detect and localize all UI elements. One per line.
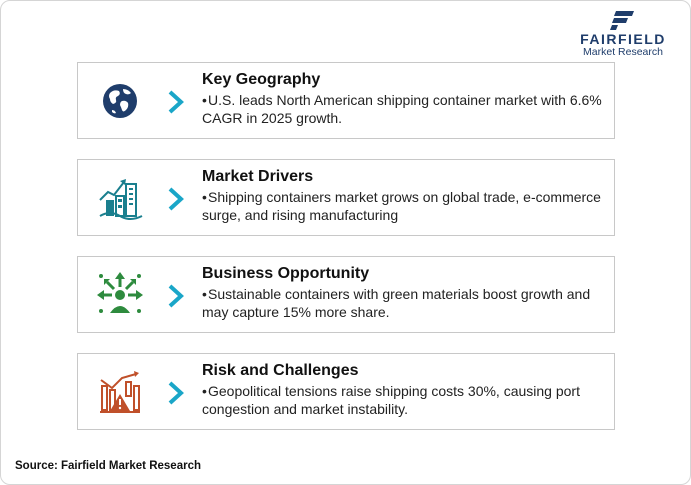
- card-text-content: Shipping containers market grows on glob…: [202, 189, 601, 223]
- chevron-right-icon: [168, 284, 184, 308]
- card-title: Business Opportunity: [202, 265, 370, 282]
- risk-warning-icon: [92, 364, 148, 420]
- bullet: •: [202, 286, 207, 302]
- card-text: •Shipping containers market grows on glo…: [202, 188, 610, 224]
- card-text: •Sustainable containers with green mater…: [202, 285, 610, 321]
- bullet: •: [202, 92, 207, 108]
- bullet: •: [202, 189, 207, 205]
- card-business-opportunity: Business Opportunity •Sustainable contai…: [77, 256, 615, 333]
- chevron-right-icon: [168, 187, 184, 211]
- fairfield-logo-mark-icon: [610, 11, 634, 30]
- logo-name: FAIRFIELD: [580, 31, 666, 47]
- growth-buildings-icon: [92, 170, 148, 226]
- bullet: •: [202, 383, 207, 399]
- card-text-content: Sustainable containers with green materi…: [202, 286, 591, 320]
- card-title: Risk and Challenges: [202, 362, 359, 379]
- source-note: Source: Fairfield Market Research: [15, 460, 201, 472]
- card-key-geography: Key Geography •U.S. leads North American…: [77, 62, 615, 139]
- card-text-content: U.S. leads North American shipping conta…: [202, 92, 602, 126]
- chevron-right-icon: [168, 381, 184, 405]
- logo-subtitle: Market Research: [583, 46, 663, 58]
- opportunity-arrows-icon: [92, 267, 148, 323]
- card-title: Market Drivers: [202, 168, 314, 185]
- chevron-right-icon: [168, 90, 184, 114]
- card-market-drivers: Market Drivers •Shipping containers mark…: [77, 159, 615, 236]
- globe-icon: [92, 73, 148, 129]
- fairfield-logo: FAIRFIELD Market Research: [568, 9, 678, 58]
- card-text: •U.S. leads North American shipping cont…: [202, 91, 610, 127]
- card-text: •Geopolitical tensions raise shipping co…: [202, 382, 610, 418]
- card-text-content: Geopolitical tensions raise shipping cos…: [202, 383, 580, 417]
- card-risk-and-challenges: Risk and Challenges •Geopolitical tensio…: [77, 353, 615, 430]
- card-title: Key Geography: [202, 71, 321, 88]
